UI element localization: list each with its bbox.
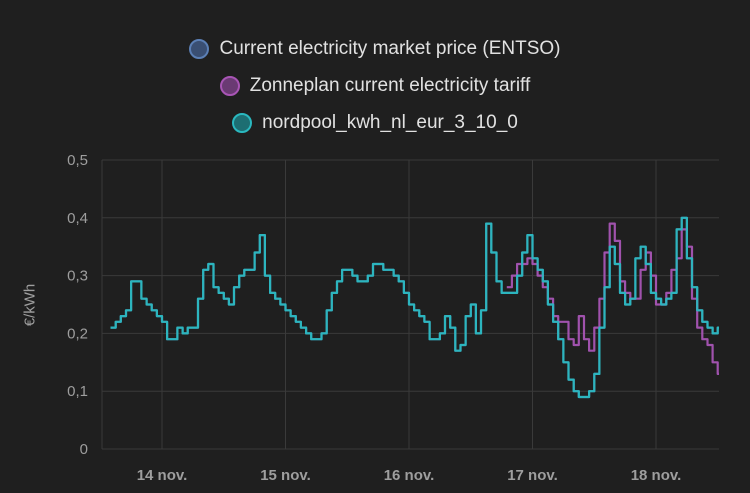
x-tick-label: 18 nov. — [631, 467, 682, 484]
legend-swatch-entso — [189, 39, 210, 59]
legend-label-zonneplan: Zonneplan current electricity tariff — [249, 75, 531, 96]
legend-swatch-zonneplan — [219, 76, 240, 96]
x-tick-label: 16 nov. — [384, 467, 435, 484]
legend-label-nordpool: nordpool_kwh_nl_eur_3_10_0 — [262, 112, 518, 133]
legend-item-zonneplan[interactable]: Zonneplan current electricity tariff — [219, 71, 531, 101]
legend-item-nordpool[interactable]: nordpool_kwh_nl_eur_3_10_0 — [232, 108, 518, 138]
x-tick-label: 14 nov. — [137, 467, 188, 484]
y-tick-label: 0,2 — [67, 325, 88, 342]
legend-item-entso[interactable]: Current electricity market price (ENTSO) — [189, 34, 561, 64]
y-tick-label: 0,4 — [67, 210, 88, 227]
y-tick-label: 0,3 — [67, 268, 88, 285]
y-tick-label: 0,5 — [67, 152, 88, 169]
legend-swatch-nordpool — [232, 113, 253, 133]
y-tick-label: 0 — [80, 441, 88, 458]
y-tick-label: 0,1 — [67, 383, 88, 400]
series-line-nordpool — [110, 216, 719, 399]
x-tick-label: 15 nov. — [260, 467, 311, 484]
x-tick-label: 17 nov. — [507, 467, 558, 484]
chart-legend: Current electricity market price (ENTSO)… — [0, 34, 750, 138]
legend-label-entso: Current electricity market price (ENTSO) — [219, 38, 561, 59]
